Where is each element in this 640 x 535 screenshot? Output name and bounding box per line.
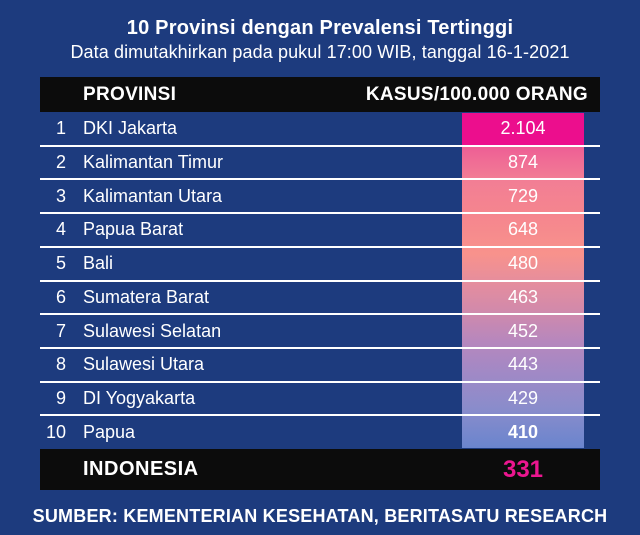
row-province: Sulawesi Utara: [83, 354, 205, 375]
source-credit: SUMBER: KEMENTERIAN KESEHATAN, BERITASAT…: [32, 506, 608, 526]
table-body: 1 DKI Jakarta 2.104 2 Kalimantan Timur 874 3 Ka…: [40, 113, 600, 448]
row-province: Papua Barat: [83, 219, 184, 240]
row-value: 429: [507, 387, 539, 408]
table-row: 10 Papua 410: [40, 416, 600, 448]
row-rank: 7: [55, 320, 66, 341]
row-value: 480: [507, 253, 539, 274]
table-row: 9 DI Yogyakarta 429: [40, 383, 600, 417]
row-rank: 4: [55, 219, 66, 240]
summary-value: 331: [502, 455, 544, 483]
row-province: DKI Jakarta: [83, 118, 178, 139]
row-province: Kalimantan Utara: [83, 185, 223, 206]
row-rank: 6: [55, 286, 66, 307]
summary-row: INDONESIA 331: [40, 449, 600, 490]
table-header: PROVINSI KASUS/100.000 ORANG: [40, 77, 600, 112]
page-subtitle: Data dimutakhirkan pada pukul 17:00 WIB,…: [70, 42, 570, 62]
column-header-value: KASUS/100.000 ORANG: [365, 83, 588, 105]
row-province: Sumatera Barat: [83, 286, 210, 307]
row-rank: 10: [45, 421, 66, 442]
row-rank: 3: [55, 185, 66, 206]
table-row: 3 Kalimantan Utara 729: [40, 180, 600, 215]
row-province: Papua: [83, 421, 136, 442]
table-row: 8 Sulawesi Utara 443: [40, 349, 600, 383]
column-header-province: PROVINSI: [83, 83, 177, 105]
row-province: Bali: [83, 253, 114, 274]
page-title: 10 Provinsi dengan Prevalensi Tertinggi: [126, 17, 514, 39]
table-row: 4 Papua Barat 648: [40, 214, 600, 248]
row-rank: 5: [55, 253, 66, 274]
row-value: 452: [507, 320, 539, 341]
table-row: 1 DKI Jakarta 2.104: [40, 113, 600, 147]
summary-label: INDONESIA: [83, 458, 199, 480]
row-rank: 2: [55, 152, 66, 173]
table-row: 5 Bali 480: [40, 248, 600, 282]
table-row: 6 Sumatera Barat 463: [40, 282, 600, 316]
row-rank: 1: [55, 118, 66, 139]
row-value: 463: [507, 286, 539, 307]
row-value: 443: [507, 354, 539, 375]
table-row: 7 Sulawesi Selatan 452: [40, 315, 600, 349]
row-rank: 8: [55, 354, 66, 375]
row-value: 648: [507, 219, 539, 240]
row-value: 729: [507, 185, 539, 206]
row-value: 410: [507, 421, 539, 442]
row-value: 2.104: [500, 118, 546, 139]
row-rank: 9: [55, 387, 66, 408]
row-value: 874: [507, 152, 539, 173]
row-province: DI Yogyakarta: [83, 387, 196, 408]
row-province: Kalimantan Timur: [83, 152, 224, 173]
row-province: Sulawesi Selatan: [83, 320, 222, 341]
table-row: 2 Kalimantan Timur 874: [40, 147, 600, 181]
